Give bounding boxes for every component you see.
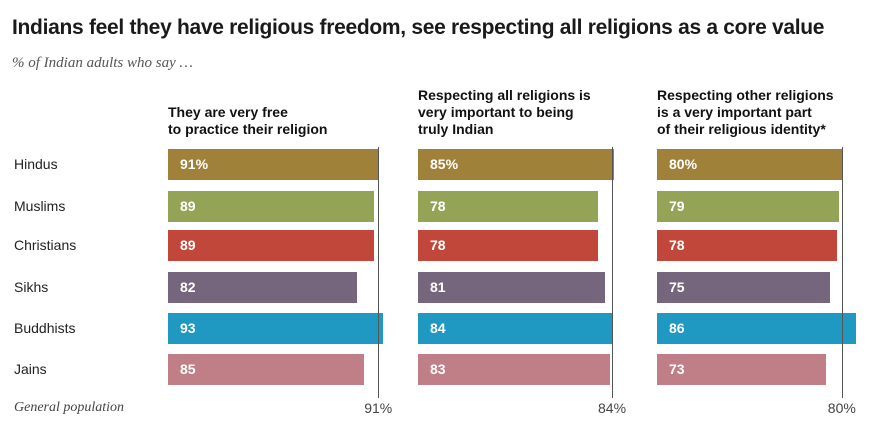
bar-2-hindus: 85%	[418, 148, 615, 180]
category-label-muslims: Muslims	[14, 198, 66, 214]
panel-header-3: Respecting other religions is a very impo…	[657, 87, 834, 137]
category-label-hindus: Hindus	[14, 156, 58, 172]
bar-3-jains: 73	[657, 353, 826, 385]
bar-value-label: 75	[669, 279, 685, 295]
reference-value-1: 91%	[364, 400, 393, 416]
bar-2-christians: 78	[418, 229, 599, 261]
category-label-christians: Christians	[14, 237, 77, 253]
bar-value-label: 78	[430, 198, 446, 214]
bar-1-muslims: 89	[168, 190, 374, 222]
bar-1-sikhs: 82	[168, 271, 358, 303]
bar-value-label: 80%	[669, 156, 698, 172]
chart-title: Indians feel they have religious freedom…	[12, 16, 825, 39]
bar-3-buddhists: 86	[657, 312, 856, 344]
chart-subtitle: % of Indian adults who say …	[12, 55, 193, 71]
bar-value-label: 84	[430, 320, 446, 336]
bar-2-muslims: 78	[418, 190, 599, 222]
bar-3-muslims: 79	[657, 190, 840, 222]
bar-value-label: 78	[430, 237, 446, 253]
bar-value-label: 73	[669, 361, 685, 377]
bar-1-hindus: 91%	[168, 148, 379, 180]
bar-value-label: 91%	[180, 156, 209, 172]
bar-value-label: 89	[180, 198, 196, 214]
bar-value-label: 83	[430, 361, 446, 377]
bar-value-label: 85	[180, 361, 196, 377]
category-label-buddhists: Buddhists	[14, 320, 76, 336]
bar-3-sikhs: 75	[657, 271, 831, 303]
bar-2-sikhs: 81	[418, 271, 606, 303]
bar-2-jains: 83	[418, 353, 610, 385]
panel-header-2: Respecting all religions is very importan…	[418, 87, 591, 137]
reference-value-3: 80%	[827, 400, 856, 416]
panel-header-1: They are very free to practice their reli…	[168, 104, 328, 137]
reference-line-1	[378, 147, 380, 398]
bar-3-christians: 78	[657, 229, 838, 261]
reference-line-2	[612, 147, 614, 398]
general-population-label: General population	[14, 400, 125, 415]
bar-value-label: 79	[669, 198, 685, 214]
bar-1-christians: 89	[168, 229, 374, 261]
bar-3-hindus: 80%	[657, 148, 842, 180]
bar-value-label: 86	[669, 320, 685, 336]
bar-value-label: 89	[180, 237, 196, 253]
bar-value-label: 93	[180, 320, 196, 336]
bar-1-buddhists: 93	[168, 312, 383, 344]
bar-value-label: 78	[669, 237, 685, 253]
bar-value-label: 82	[180, 279, 196, 295]
bar-1-jains: 85	[168, 353, 365, 385]
category-label-sikhs: Sikhs	[14, 279, 49, 295]
bar-value-label: 85%	[430, 156, 459, 172]
bar-value-label: 81	[430, 279, 446, 295]
category-label-jains: Jains	[14, 361, 47, 377]
bar-2-buddhists: 84	[418, 312, 613, 344]
reference-line-3	[841, 147, 843, 398]
reference-value-2: 84%	[598, 400, 627, 416]
